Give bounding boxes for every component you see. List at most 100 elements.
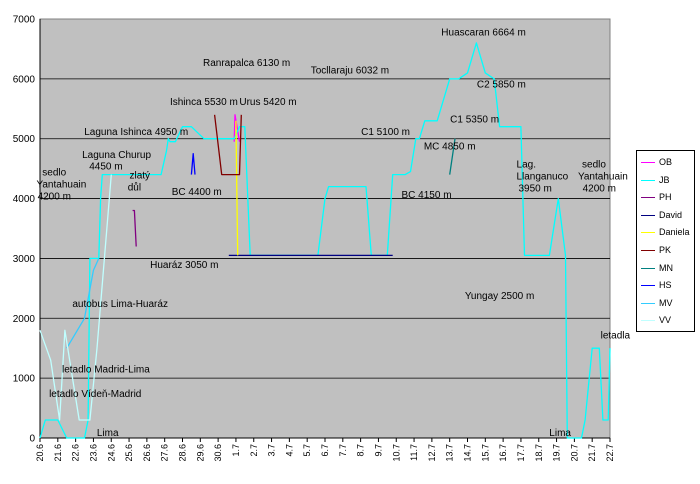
annotation-label: Ishinca 5530 m <box>170 97 238 108</box>
x-tick-label: 21.6 <box>53 444 63 462</box>
legend-swatch <box>641 249 655 251</box>
annotation-label: Laguna Churup <box>82 150 151 161</box>
annotation-label: 4450 m <box>89 162 122 173</box>
y-tick-label: 0 <box>29 434 35 445</box>
x-tick-label: 4.7 <box>284 444 294 457</box>
annotation-label: Lima <box>97 428 119 439</box>
legend-label: Daniela <box>659 227 690 238</box>
annotation-label: Llanganuco <box>516 171 568 182</box>
series-line-vv <box>39 174 112 421</box>
legend-swatch <box>641 320 655 322</box>
series-line-pk <box>213 114 242 176</box>
y-tick-label: 2000 <box>13 314 36 325</box>
annotation-label: BC 4400 m <box>172 187 222 198</box>
legend-swatch <box>641 232 655 234</box>
legend-swatch <box>641 214 655 216</box>
legend-swatch <box>641 285 655 287</box>
legend-label: VV <box>659 315 672 326</box>
annotation-label: Lima <box>549 428 571 439</box>
x-tick-label: 22.7 <box>605 444 615 462</box>
y-tick-label: 3000 <box>13 254 36 265</box>
annotation-label: C1 5100 m <box>361 127 410 138</box>
legend-swatch <box>641 267 655 269</box>
x-tick-label: 23.6 <box>88 444 98 462</box>
legend-label: MN <box>659 262 673 273</box>
x-tick-label: 3.7 <box>267 444 277 457</box>
y-tick-label: 4000 <box>13 194 36 205</box>
legend-label: PH <box>659 192 672 203</box>
legend-item-pk: PK <box>637 242 694 260</box>
x-tick-label: 30.6 <box>213 444 223 462</box>
series-line-ph <box>132 209 137 247</box>
series-line-jb <box>39 42 611 439</box>
x-tick-label: 1.7 <box>231 444 241 457</box>
x-tick-label: 11.7 <box>409 444 419 461</box>
annotation-label: Urus 5420 m <box>239 97 296 108</box>
x-tick-label: 14.7 <box>463 444 473 462</box>
x-tick-label: 8.7 <box>356 444 366 457</box>
legend-label: PK <box>659 244 672 255</box>
series-line-daniela <box>235 120 239 256</box>
x-tick-label: 12.7 <box>427 444 437 462</box>
legend-label: David <box>659 209 683 220</box>
annotation-label: 3950 m <box>519 183 552 194</box>
legend-swatch <box>641 162 655 163</box>
legend-label: HS <box>659 280 672 291</box>
y-tick-label: 1000 <box>13 374 36 385</box>
annotation-label: autobus Lima-Huaráz <box>72 299 168 310</box>
legend-item-mv: MV <box>637 295 694 313</box>
x-tick-label: 19.7 <box>552 444 562 462</box>
x-tick-label: 10.7 <box>391 444 401 462</box>
annotation-label: sedlo <box>582 159 606 170</box>
legend-item-ob: OB <box>637 154 694 172</box>
x-tick-label: 20.7 <box>569 444 579 462</box>
legend-item-mn: MN <box>637 260 694 278</box>
legend-item-hs: HS <box>637 277 694 295</box>
annotation-label: letadlo Madrid-Lima <box>62 365 150 376</box>
annotation-label: Lag. <box>517 159 536 170</box>
series-line-mn <box>449 138 456 175</box>
legend-item-daniela: Daniela <box>637 224 694 242</box>
annotation-label: Yantahuain <box>578 171 628 182</box>
chart-legend: OB JB PH David Daniela PK MN HS MV VV <box>636 150 695 332</box>
annotation-label: sedlo <box>42 168 66 179</box>
x-tick-label: 28.6 <box>178 444 188 462</box>
legend-swatch <box>641 197 655 199</box>
x-tick-label: 5.7 <box>302 444 312 457</box>
y-tick-label: 7000 <box>13 15 36 26</box>
x-tick-label: 25.6 <box>124 444 134 462</box>
x-tick-label: 20.6 <box>35 444 45 462</box>
legend-label: JB <box>659 174 670 185</box>
annotation-label: 4200 m <box>583 183 616 194</box>
x-tick-label: 24.6 <box>106 444 116 462</box>
annotation-label: Tocllaraju 6032 m <box>311 65 389 76</box>
legend-swatch <box>641 302 655 304</box>
x-tick-label: 9.7 <box>373 444 383 457</box>
x-tick-label: 29.6 <box>195 444 205 462</box>
annotation-label: BC 4150 m <box>402 190 452 201</box>
annotation-label: MC 4850 m <box>424 141 476 152</box>
annotation-label: Huaráz 3050 m <box>150 260 218 271</box>
x-tick-label: 27.6 <box>160 444 170 462</box>
legend-item-jb: JB <box>637 172 694 190</box>
annotation-label: Yungay 2500 m <box>465 291 535 302</box>
x-tick-label: 2.7 <box>249 444 259 457</box>
x-tick-label: 18.7 <box>534 444 544 462</box>
annotation-label: C1 5350 m <box>450 114 499 125</box>
annotation-label: letadlo Vídeň-Madrid <box>49 389 141 400</box>
series-line-mv <box>66 258 100 349</box>
annotation-label: C2 5850 m <box>477 80 526 91</box>
x-tick-label: 16.7 <box>498 444 508 462</box>
annotation-label: důl <box>128 182 141 194</box>
x-tick-label: 15.7 <box>480 444 490 462</box>
annotation-label: 4200 m <box>38 192 71 203</box>
series-line-hs <box>190 153 196 175</box>
annotation-label: Yantahuain <box>36 180 86 191</box>
annotation-label: zlatý <box>129 171 150 182</box>
legend-item-ph: PH <box>637 189 694 207</box>
legend-label: MV <box>659 297 673 308</box>
x-tick-label: 22.6 <box>71 444 81 462</box>
annotation-label: letadla <box>601 331 631 342</box>
annotation-label: Huascaran 6664 m <box>441 28 526 39</box>
